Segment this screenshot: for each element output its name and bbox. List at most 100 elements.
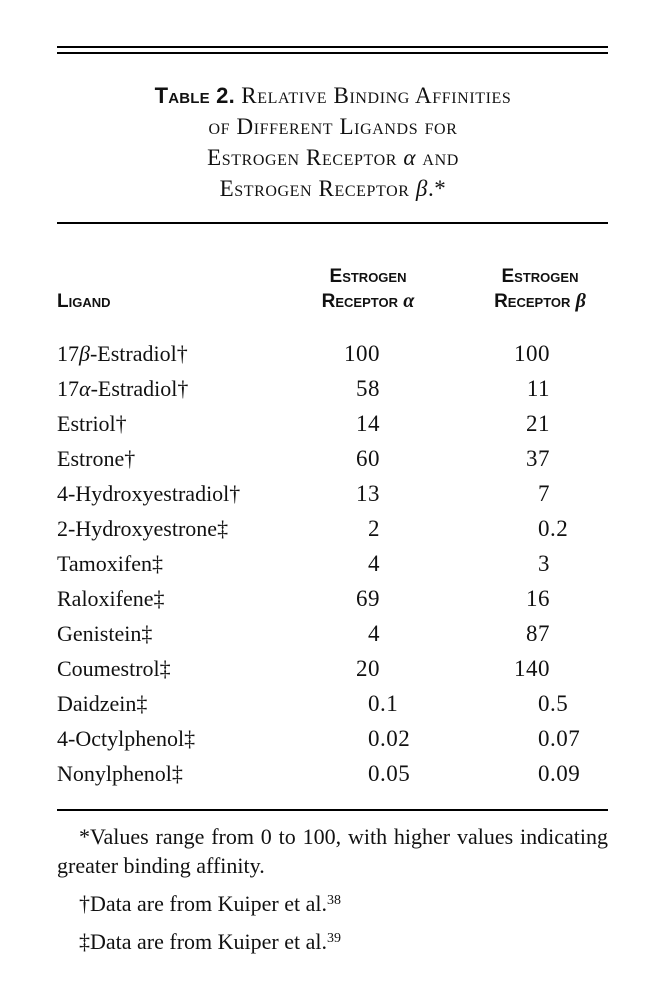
er-beta-value-int: 0	[538, 725, 550, 751]
er-alpha-value: 0.1	[257, 691, 425, 717]
er-beta-value-int: 0	[538, 760, 550, 786]
er-beta-header-line-2: Receptor β	[494, 290, 586, 312]
table-title-line-1: Table 2. Relative Binding Affinities	[40, 80, 626, 111]
er-alpha-value-frac	[380, 586, 425, 612]
er-alpha-value-int: 0	[368, 760, 380, 786]
footnote-text: Data are from Kuiper et al.	[90, 929, 327, 954]
er-alpha-value-int: 69	[356, 585, 380, 611]
er-beta-value: 100	[425, 341, 608, 367]
er-alpha-value: 60	[257, 446, 425, 472]
er-alpha-value-int: 20	[356, 655, 380, 681]
footnote: *Values range from 0 to 100, with higher…	[57, 822, 608, 880]
er-alpha-value-int: 60	[356, 445, 380, 471]
table-title-line-3: Estrogen Receptor α and	[207, 145, 459, 170]
er-beta-value-int: 21	[526, 410, 550, 436]
er-alpha-value-int: 58	[356, 375, 380, 401]
er-alpha-value-frac	[380, 516, 425, 542]
er-alpha-value-int: 100	[344, 340, 380, 366]
column-header-er-alpha: Estrogen Receptor α	[322, 265, 415, 314]
er-alpha-value-int: 4	[368, 620, 380, 646]
er-beta-value: 11	[425, 376, 608, 402]
ligand-name: Genistein‡	[57, 620, 153, 646]
er-beta-value-frac: .5	[550, 690, 569, 716]
er-beta-value: 0.5	[425, 691, 608, 717]
table-row: Genistein‡ 4 87	[57, 616, 608, 651]
er-beta-value-int: 0	[538, 690, 550, 716]
er-alpha-value: 13	[257, 481, 425, 507]
er-beta-value-frac	[550, 551, 608, 577]
ligand-name: 2-Hydroxyestrone‡	[57, 515, 229, 541]
table-title-line-2: of Different Ligands for	[208, 114, 458, 139]
table-header-row: Ligand Estrogen Receptor α Estrogen Rece…	[57, 256, 608, 314]
er-beta-value-int: 3	[538, 550, 550, 576]
table-row: 17β-Estradiol† 100 100	[57, 336, 608, 371]
footnote-text: Data are from Kuiper et al.	[90, 891, 327, 916]
er-beta-value-frac: .2	[550, 515, 569, 541]
table-row: Estrone† 60 37	[57, 441, 608, 476]
er-alpha-value-frac	[380, 446, 425, 472]
footnote-marker: *	[79, 824, 90, 849]
er-alpha-value-int: 4	[368, 550, 380, 576]
footnote: ‡Data are from Kuiper et al.39	[57, 927, 608, 956]
er-alpha-value: 14	[257, 411, 425, 437]
er-alpha-value: 100	[257, 341, 425, 367]
er-alpha-value: 0.02	[257, 726, 425, 752]
er-alpha-value-int: 0	[368, 690, 380, 716]
er-beta-value-frac	[550, 656, 608, 682]
title-separator-rule	[57, 222, 608, 224]
er-beta-value-int: 140	[514, 655, 550, 681]
table-title: Table 2. Relative Binding Affinities of …	[40, 80, 626, 204]
column-header-er-beta: Estrogen Receptor β	[494, 265, 586, 314]
table-title-line-1-text: Relative Binding Affinities	[241, 83, 512, 108]
er-beta-value: 0.07	[425, 726, 608, 752]
ligand-name: Nonylphenol‡	[57, 760, 183, 786]
ligand-name: 4-Octylphenol‡	[57, 725, 196, 751]
er-alpha-value-int: 0	[368, 725, 380, 751]
er-beta-value: 16	[425, 586, 608, 612]
ligand-name: Tamoxifen‡	[57, 550, 163, 576]
er-alpha-header-line-1: Estrogen	[329, 266, 407, 287]
er-beta-value-int: 0	[538, 515, 550, 541]
er-beta-value: 87	[425, 621, 608, 647]
er-alpha-value-frac	[380, 376, 425, 402]
ligand-name: Raloxifene‡	[57, 585, 165, 611]
footnote-reference-number: 39	[327, 931, 341, 946]
er-beta-value-frac	[550, 586, 608, 612]
er-alpha-value-int: 2	[368, 515, 380, 541]
er-alpha-value: 69	[257, 586, 425, 612]
ligand-name: Coumestrol‡	[57, 655, 171, 681]
ligand-name: 17α-Estradiol†	[57, 375, 189, 401]
er-beta-value-int: 7	[538, 480, 550, 506]
table-row: 4-Hydroxyestradiol† 13 7	[57, 476, 608, 511]
er-beta-value-frac	[550, 621, 608, 647]
table-row: 17α-Estradiol† 58 11	[57, 371, 608, 406]
table-row: Daidzein‡ 0.1 0.5	[57, 686, 608, 721]
er-beta-value-frac: .09	[550, 760, 581, 786]
er-beta-value: 21	[425, 411, 608, 437]
table-row: Coumestrol‡ 20 140	[57, 651, 608, 686]
ligand-name: Estriol†	[57, 410, 127, 436]
er-alpha-value-frac	[380, 481, 425, 507]
table-title-line-4: Estrogen Receptor β.*	[219, 176, 447, 201]
er-beta-value-int: 37	[526, 445, 550, 471]
er-alpha-value-frac: .02	[380, 725, 411, 751]
table-row: 2-Hydroxyestrone‡ 2 0.2	[57, 511, 608, 546]
er-alpha-value-frac	[380, 411, 425, 437]
table-row: Tamoxifen‡ 4 3	[57, 546, 608, 581]
er-beta-value-frac	[550, 376, 608, 402]
er-alpha-value: 58	[257, 376, 425, 402]
er-beta-value: 37	[425, 446, 608, 472]
table-body: 17β-Estradiol† 100 100 17α-Estradiol† 58…	[57, 336, 608, 791]
er-beta-value-int: 11	[526, 375, 550, 401]
er-beta-value: 7	[425, 481, 608, 507]
er-alpha-value-frac	[380, 656, 425, 682]
table-row: Raloxifene‡ 69 16	[57, 581, 608, 616]
er-alpha-value: 4	[257, 551, 425, 577]
er-beta-value-frac	[550, 411, 608, 437]
er-alpha-value-int: 13	[356, 480, 380, 506]
footnote: †Data are from Kuiper et al.38	[57, 889, 608, 918]
er-beta-header-line-1: Estrogen	[501, 266, 579, 287]
er-beta-value-frac	[550, 341, 608, 367]
er-beta-value-int: 87	[526, 620, 550, 646]
